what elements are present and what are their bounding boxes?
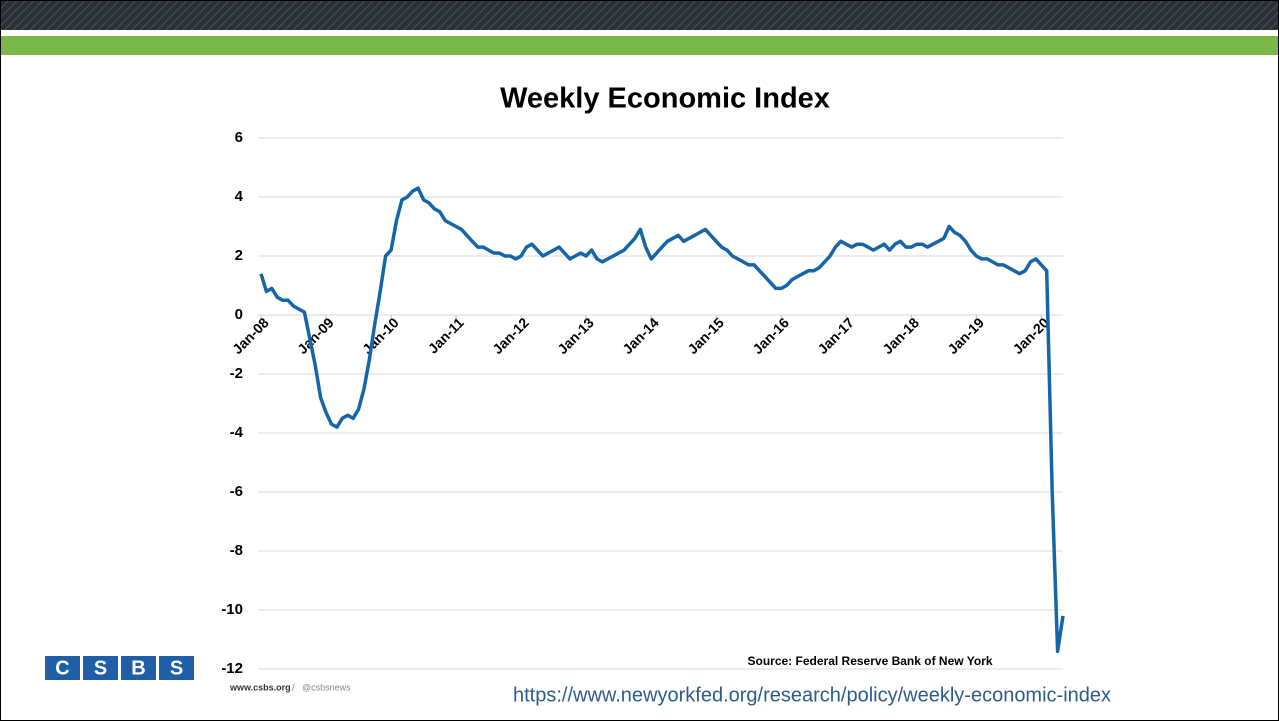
logo-letter: S (94, 657, 107, 679)
logo-box (45, 656, 80, 680)
x-tick-label: Jan-11 (425, 314, 467, 356)
logo-box (159, 656, 194, 680)
logo-letter: S (170, 657, 183, 679)
y-tick-label: 6 (235, 129, 243, 146)
logo-box (83, 656, 118, 680)
x-tick-label: Jan-14 (619, 314, 662, 357)
handle: @csbsnews (302, 682, 351, 692)
x-tick-label: Jan-15 (684, 314, 727, 357)
y-tick-label: 0 (235, 306, 243, 323)
y-tick-label: -10 (221, 601, 243, 618)
y-tick-label: 4 (235, 188, 244, 205)
x-tick-label: Jan-13 (554, 314, 597, 357)
logo-box (121, 656, 156, 680)
y-tick-label: 2 (235, 247, 243, 264)
y-tick-label: -6 (230, 483, 243, 500)
y-tick-label: -12 (221, 660, 243, 677)
chart-title: Weekly Economic Index (500, 83, 830, 115)
separator: / (292, 682, 295, 692)
data-line (259, 186, 1065, 654)
source: Source: Federal Reserve Bank of New York (748, 654, 993, 668)
site: www.csbs.org (229, 682, 291, 692)
logo-letter: B (131, 657, 145, 679)
x-tick-label: Jan-18 (879, 314, 922, 357)
x-tick-label: Jan-09 (294, 314, 337, 357)
green-bar (0, 36, 1279, 55)
y-tick-label: -8 (230, 542, 243, 559)
header-band (0, 0, 1279, 30)
x-tick-label: Jan-16 (749, 314, 792, 357)
x-tick-label: Jan-12 (489, 314, 532, 357)
x-tick-label: Jan-20 (1009, 314, 1052, 357)
y-tick-label: -4 (230, 424, 244, 441)
x-tick-label: Jan-17 (814, 314, 857, 357)
logo-letter: C (55, 657, 69, 679)
x-tick-label: Jan-19 (944, 314, 987, 357)
url: https://www.newyorkfed.org/research/poli… (513, 684, 1111, 706)
x-tick-label: Jan-10 (359, 314, 402, 357)
y-tick-label: -2 (230, 365, 243, 382)
